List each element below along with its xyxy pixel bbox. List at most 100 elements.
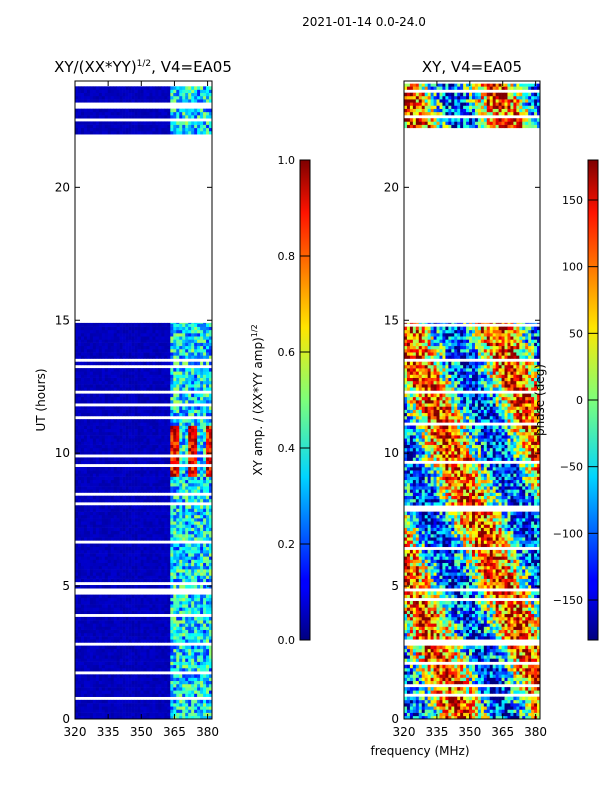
heatmap-cell bbox=[152, 553, 156, 557]
heatmap-cell bbox=[110, 489, 115, 493]
heatmap-cell bbox=[113, 511, 117, 516]
heatmap-cell bbox=[122, 339, 126, 343]
heatmap-cell bbox=[191, 425, 195, 430]
heatmap-cell bbox=[140, 377, 144, 382]
heatmap-cell bbox=[140, 400, 144, 404]
heatmap-cell bbox=[209, 406, 213, 410]
heatmap-cell bbox=[122, 495, 126, 500]
heatmap-cell bbox=[122, 130, 126, 135]
heatmap-cell bbox=[188, 511, 192, 516]
heatmap-cell bbox=[107, 451, 112, 455]
heatmap-cell bbox=[173, 629, 177, 634]
heatmap-cell bbox=[83, 348, 88, 353]
heatmap-cell bbox=[95, 690, 100, 694]
heatmap-cell bbox=[149, 419, 153, 423]
heatmap-cell bbox=[149, 667, 153, 672]
heatmap-cell bbox=[140, 715, 144, 720]
heatmap-cell bbox=[140, 387, 144, 391]
heatmap-cell bbox=[170, 623, 174, 627]
heatmap-cell bbox=[179, 623, 183, 627]
heatmap-cell bbox=[209, 648, 213, 653]
heatmap-cell bbox=[131, 329, 135, 334]
heatmap-cell bbox=[86, 355, 91, 359]
heatmap-cell bbox=[131, 457, 135, 461]
heatmap-cell bbox=[185, 690, 189, 694]
heatmap-cell bbox=[113, 594, 117, 599]
heatmap-cell bbox=[182, 380, 186, 385]
heatmap-cell bbox=[158, 377, 162, 382]
heatmap-cell bbox=[194, 387, 198, 391]
heatmap-cell bbox=[131, 530, 135, 535]
heatmap-cell bbox=[101, 658, 106, 662]
heatmap-cell bbox=[104, 460, 109, 465]
heatmap-cell bbox=[101, 667, 106, 672]
heatmap-cell bbox=[149, 715, 153, 720]
heatmap-cell bbox=[143, 505, 147, 509]
heatmap-cell bbox=[164, 699, 168, 704]
heatmap-cell bbox=[92, 690, 97, 694]
heatmap-cell bbox=[149, 470, 153, 474]
heatmap-cell bbox=[104, 533, 109, 538]
heatmap-cell bbox=[161, 479, 165, 484]
heatmap-cell bbox=[185, 486, 189, 490]
heatmap-cell bbox=[164, 352, 168, 356]
heatmap-cell bbox=[125, 639, 129, 643]
heatmap-cell bbox=[200, 329, 204, 334]
heatmap-cell bbox=[149, 326, 153, 331]
heatmap-cell bbox=[191, 355, 195, 359]
heatmap-cell bbox=[188, 428, 192, 433]
heatmap-cell bbox=[83, 518, 88, 522]
heatmap-cell bbox=[185, 374, 189, 378]
heatmap-cell bbox=[116, 498, 120, 503]
heatmap-cell bbox=[146, 479, 150, 484]
heatmap-cell bbox=[77, 508, 82, 512]
heatmap-cell bbox=[75, 419, 79, 423]
heatmap-cell bbox=[140, 699, 144, 704]
heatmap-cell bbox=[158, 348, 162, 353]
heatmap-cell bbox=[203, 715, 207, 720]
heatmap-cell bbox=[143, 460, 147, 465]
heatmap-cell bbox=[200, 422, 204, 426]
heatmap-cell bbox=[155, 527, 159, 532]
heatmap-cell bbox=[89, 715, 94, 720]
heatmap-cell bbox=[167, 572, 171, 576]
heatmap-cell bbox=[173, 667, 177, 672]
heatmap-cell bbox=[194, 498, 198, 503]
heatmap-cell bbox=[137, 441, 141, 445]
heatmap-cell bbox=[75, 530, 79, 535]
heatmap-cell bbox=[200, 559, 204, 563]
heatmap-cell bbox=[203, 604, 207, 608]
heatmap-cell bbox=[116, 466, 120, 471]
heatmap-cell bbox=[170, 518, 174, 522]
heatmap-cell bbox=[122, 683, 126, 688]
heatmap-cell bbox=[188, 505, 192, 509]
heatmap-cell bbox=[206, 607, 210, 611]
heatmap-cell bbox=[203, 444, 207, 449]
heatmap-cell bbox=[107, 412, 112, 417]
heatmap-cell bbox=[188, 699, 192, 704]
heatmap-cell bbox=[86, 715, 91, 720]
heatmap-cell bbox=[110, 428, 115, 433]
heatmap-cell bbox=[191, 339, 195, 343]
heatmap-cell bbox=[146, 620, 150, 624]
heatmap-cell bbox=[149, 435, 153, 439]
heatmap-cell bbox=[161, 553, 165, 557]
heatmap-cell bbox=[98, 699, 103, 704]
heatmap-cell bbox=[209, 400, 213, 404]
heatmap-cell bbox=[75, 396, 79, 401]
heatmap-cell bbox=[104, 431, 109, 436]
heatmap-cell bbox=[131, 632, 135, 637]
heatmap-cell bbox=[122, 521, 126, 525]
heatmap-cell bbox=[125, 444, 129, 449]
heatmap-cell bbox=[101, 706, 106, 710]
heatmap-cell bbox=[137, 412, 141, 417]
heatmap-cell bbox=[125, 489, 129, 493]
heatmap-cell bbox=[164, 543, 168, 548]
heatmap-cell bbox=[170, 322, 174, 324]
heatmap-cell bbox=[80, 336, 85, 340]
heatmap-cell bbox=[185, 632, 189, 637]
heatmap-cell bbox=[110, 556, 115, 560]
heatmap-cell bbox=[182, 473, 186, 477]
heatmap-cell bbox=[113, 699, 117, 704]
heatmap-cell bbox=[167, 476, 171, 481]
